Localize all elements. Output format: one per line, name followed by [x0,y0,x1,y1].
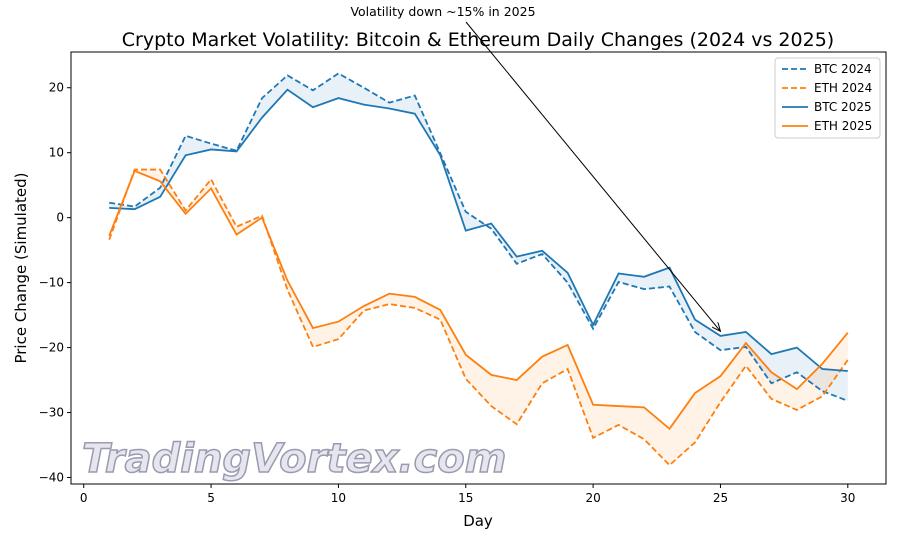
x-tick-label: 15 [458,491,473,505]
series-line-eth-2024 [108,168,849,467]
legend-label-eth-2025: ETH 2025 [814,119,872,133]
legend-label-btc-2024: BTC 2024 [814,62,872,76]
series-lines [108,72,849,467]
x-tick-label: 20 [585,491,600,505]
chart-title: Crypto Market Volatility: Bitcoin & Ethe… [122,29,834,51]
legend-label-eth-2024: ETH 2024 [814,81,872,95]
x-tick-label: 0 [80,491,88,505]
y-tick-label: 20 [49,81,64,95]
x-tick-label: 30 [840,491,855,505]
x-tick-label: 10 [331,491,346,505]
legend-label-btc-2025: BTC 2025 [814,100,872,114]
series-line-btc-2025 [109,88,848,372]
x-axis-label: Day [463,512,493,530]
y-tick-label: −20 [39,341,64,355]
plot-frame [70,51,887,485]
x-tick-label: 5 [207,491,215,505]
fill-eth-2024-vs-eth-2025 [109,169,848,466]
y-tick-label: −40 [39,471,64,485]
x-axis: 0 5 10 15 20 25 30 [80,484,855,505]
annotation-arrow [465,21,720,331]
fill-areas [109,73,848,466]
fill-btc-2024-vs-btc-2025 [109,73,848,401]
series-line-btc-2024 [109,72,849,402]
y-axis: −40 −30 −20 −10 0 10 20 [39,81,71,485]
y-tick-label: −30 [39,406,64,420]
y-axis-label: Price Change (Simulated) [12,172,30,363]
series-line-eth-2025 [108,169,849,431]
y-tick-label: −10 [39,276,64,290]
x-tick-label: 25 [713,491,728,505]
watermark-logo: TradingVortex.com [82,436,506,482]
annotation-text: Volatility down ~15% in 2025 [350,4,535,19]
y-tick-label: 0 [56,211,64,225]
y-tick-label: 10 [49,146,64,160]
legend: BTC 2024 ETH 2024 BTC 2025 ETH 2025 [774,57,881,139]
